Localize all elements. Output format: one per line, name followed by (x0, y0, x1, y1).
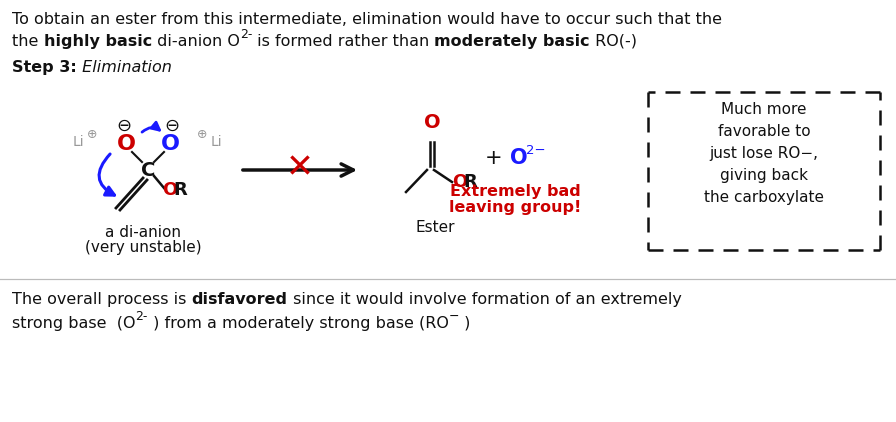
Text: O: O (452, 173, 467, 191)
Text: O: O (510, 148, 528, 168)
Text: ⊖: ⊖ (116, 117, 132, 135)
Text: RO(-): RO(-) (590, 34, 637, 49)
Text: The overall process is: The overall process is (12, 292, 192, 307)
Text: O: O (162, 181, 177, 199)
Text: 2-: 2- (135, 310, 148, 323)
Text: favorable to: favorable to (718, 124, 810, 139)
Text: 2-: 2- (239, 28, 252, 41)
Text: highly basic: highly basic (44, 34, 151, 49)
Text: di-anion O: di-anion O (151, 34, 239, 49)
Text: Elimination: Elimination (77, 60, 172, 75)
Text: Li: Li (211, 135, 222, 149)
Text: Much more: Much more (721, 102, 806, 117)
Text: a di-anion: a di-anion (105, 225, 181, 240)
Text: R: R (463, 173, 477, 191)
Text: To obtain an ester from this intermediate, elimination would have to occur such : To obtain an ester from this intermediat… (12, 12, 722, 27)
Text: ⊕: ⊕ (197, 127, 207, 141)
Text: ✕: ✕ (286, 151, 314, 184)
FancyArrowPatch shape (142, 122, 159, 132)
Text: Step 3:: Step 3: (12, 60, 77, 75)
Text: 2−: 2− (526, 143, 546, 157)
Text: Ester: Ester (415, 220, 455, 235)
Text: giving back: giving back (720, 168, 808, 183)
FancyArrowPatch shape (99, 154, 115, 195)
Text: leaving group!: leaving group! (449, 200, 582, 215)
Text: −: − (449, 310, 460, 323)
Text: C: C (141, 160, 155, 179)
Text: just lose RO−,: just lose RO−, (710, 146, 819, 161)
Text: is formed rather than: is formed rather than (252, 34, 435, 49)
Text: the carboxylate: the carboxylate (704, 190, 824, 205)
Text: strong base  (O: strong base (O (12, 316, 135, 331)
Text: ⊕: ⊕ (87, 127, 98, 141)
Text: Extremely bad: Extremely bad (450, 184, 581, 199)
Text: O: O (160, 134, 179, 154)
Text: +: + (486, 148, 503, 168)
Text: moderately basic: moderately basic (435, 34, 590, 49)
Text: Li: Li (73, 135, 84, 149)
Text: the: the (12, 34, 44, 49)
Text: O: O (116, 134, 135, 154)
Text: ) from a moderately strong base (RO: ) from a moderately strong base (RO (148, 316, 449, 331)
Text: ): ) (460, 316, 470, 331)
Text: R: R (173, 181, 186, 199)
Text: (very unstable): (very unstable) (85, 240, 202, 255)
Text: since it would involve formation of an extremely: since it would involve formation of an e… (288, 292, 681, 307)
Text: ⊖: ⊖ (165, 117, 179, 135)
Text: O: O (424, 113, 440, 132)
Text: disfavored: disfavored (192, 292, 288, 307)
